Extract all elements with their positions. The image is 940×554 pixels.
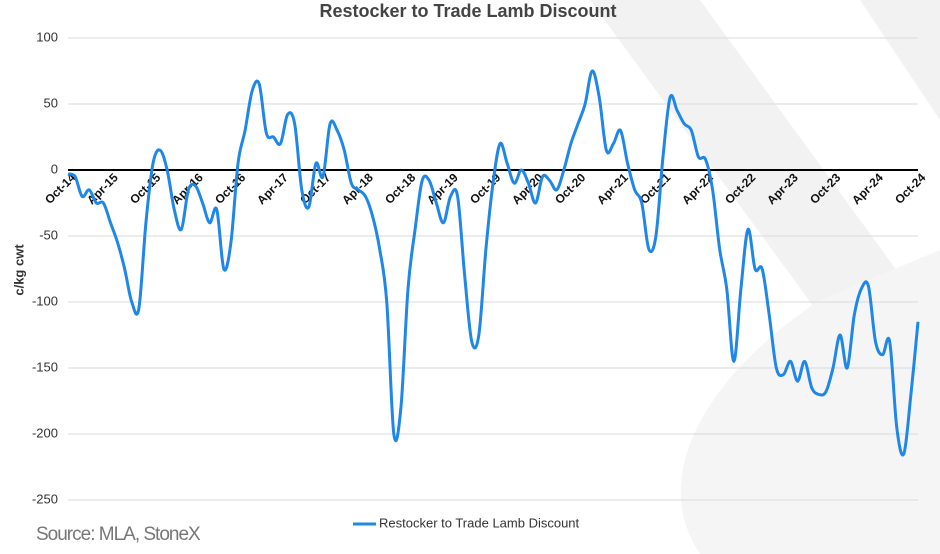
background-watermark	[590, 0, 940, 554]
y-tick-label: -50	[39, 227, 58, 242]
x-tick-label: Apr-24	[849, 170, 886, 207]
source-note: Source: MLA, StoneX	[36, 524, 201, 545]
y-tick-label: -100	[32, 293, 58, 308]
legend-label: Restocker to Trade Lamb Discount	[379, 515, 580, 530]
legend: Restocker to Trade Lamb Discount	[353, 515, 580, 530]
x-tick-label: Apr-17	[254, 170, 291, 207]
x-tick-label: Oct-19	[467, 170, 504, 207]
x-tick-label: Apr-21	[594, 170, 631, 207]
watermark-stroke	[860, 0, 940, 120]
data-line	[67, 69, 920, 457]
x-tick-label: Oct-18	[382, 170, 419, 207]
y-axis-label: c/kg cwt	[11, 244, 26, 296]
chart-title: Restocker to Trade Lamb Discount	[319, 1, 616, 21]
x-tick-label: Oct-16	[212, 170, 249, 207]
y-tick-label: -150	[32, 359, 58, 374]
y-tick-label: 100	[36, 29, 58, 44]
x-tick-label: Oct-24	[892, 170, 929, 207]
x-tick-label: Oct-15	[127, 170, 164, 207]
y-tick-label: 0	[51, 161, 58, 176]
y-tick-label: -250	[32, 491, 58, 506]
watermark-stroke	[680, 250, 940, 554]
plot	[67, 69, 920, 457]
y-tick-label: -200	[32, 425, 58, 440]
y-tick-label: 50	[44, 95, 58, 110]
